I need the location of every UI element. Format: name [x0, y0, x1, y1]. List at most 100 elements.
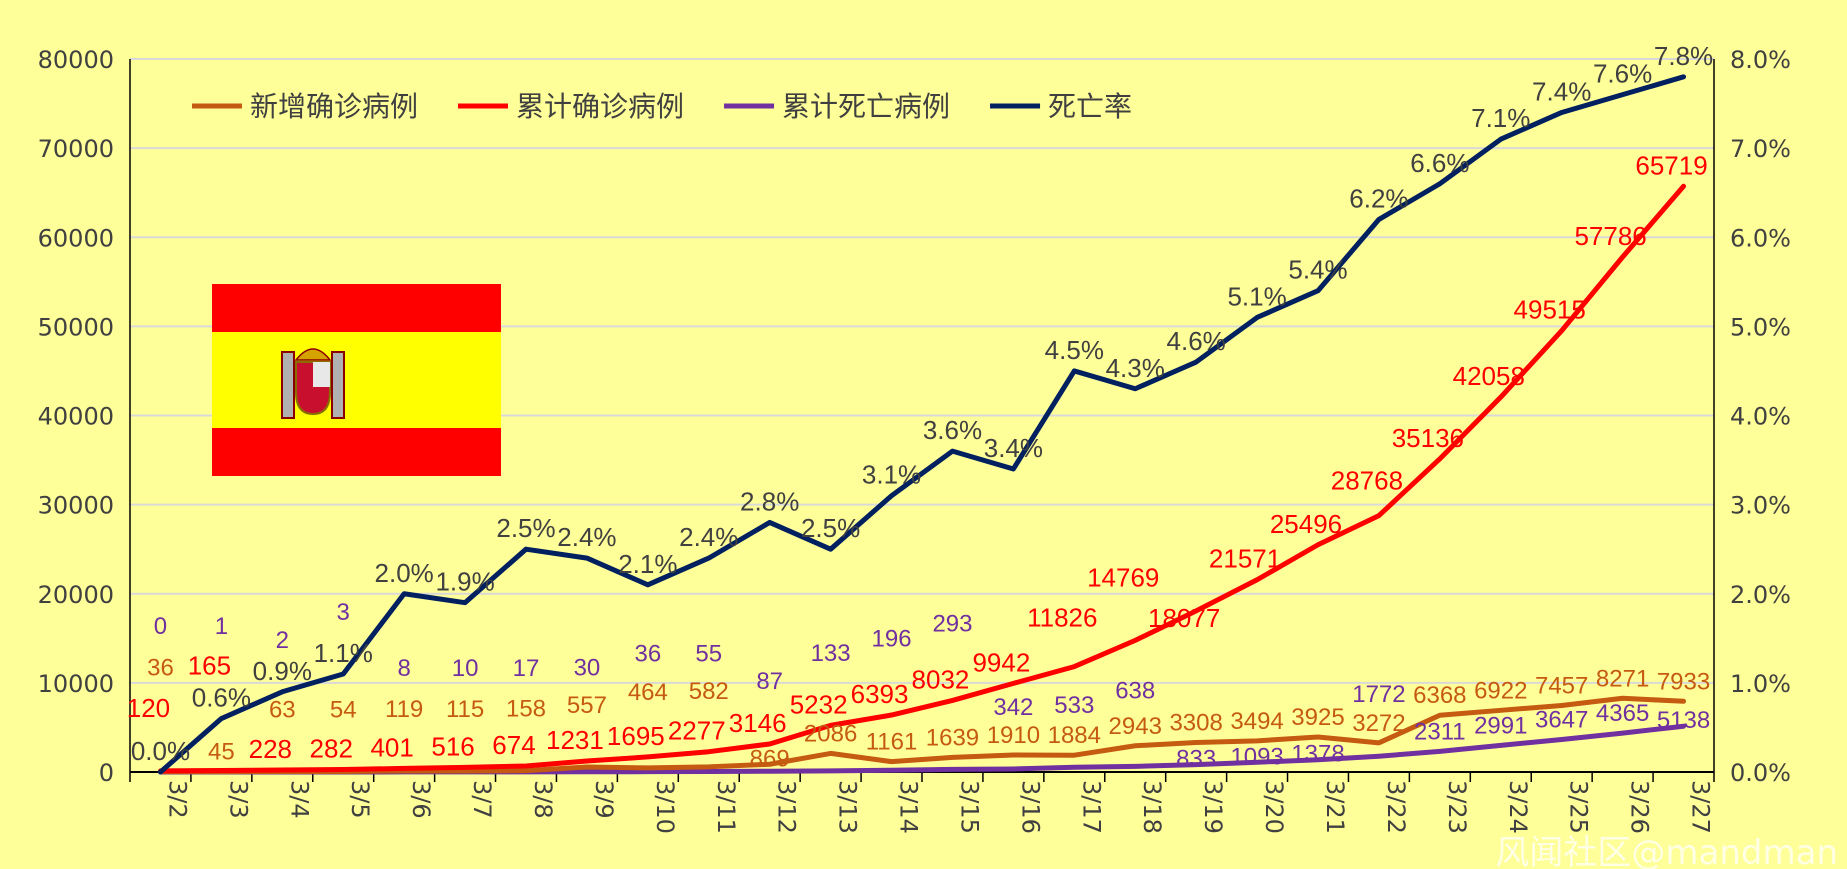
series-line-0: [157, 695, 1687, 775]
data-label: 158: [506, 696, 546, 723]
data-label: 35136: [1392, 423, 1464, 453]
data-label: 0: [154, 613, 167, 640]
y-tick-label: 70000: [38, 135, 114, 163]
data-label: 9942: [972, 647, 1030, 677]
y2-tick-label: 2.0%: [1730, 581, 1791, 609]
x-tick-label: 3/20: [1260, 780, 1288, 834]
data-label: 49515: [1514, 295, 1586, 325]
data-label: 5.1%: [1227, 281, 1286, 311]
data-label: 7.4%: [1532, 76, 1591, 106]
coat-of-arms-pillar: [331, 351, 345, 419]
data-label: 65719: [1635, 150, 1707, 180]
x-tick-label: 3/7: [468, 780, 496, 819]
coat-of-arms-quarter: [313, 362, 330, 387]
data-label: 464: [628, 679, 668, 706]
data-label: 1.1%: [314, 638, 373, 668]
data-label: 2311: [1414, 718, 1466, 745]
data-label: 8271: [1596, 665, 1649, 692]
data-label: 557: [567, 692, 607, 719]
data-label: 10: [452, 655, 479, 682]
y-tick-label: 20000: [38, 581, 114, 609]
data-label: 1161: [866, 729, 918, 756]
data-label: 2.0%: [375, 558, 434, 588]
x-tick-label: 3/8: [529, 780, 557, 819]
y2-tick-label: 4.0%: [1730, 403, 1791, 431]
data-label: 196: [872, 625, 912, 652]
data-label: 1695: [607, 721, 665, 751]
data-label: 293: [932, 610, 972, 637]
x-tick-label: 3/26: [1626, 780, 1654, 834]
data-label: 1093: [1230, 743, 1283, 770]
coat-of-arms-crown: [294, 348, 332, 361]
data-label: 1.9%: [435, 567, 494, 597]
data-label: 133: [811, 640, 851, 667]
data-label: 4.5%: [1045, 335, 1104, 365]
y-tick-label: 40000: [38, 403, 114, 431]
data-label: 2086: [804, 720, 857, 747]
data-label: 2.8%: [740, 486, 799, 516]
data-label: 4365: [1596, 700, 1649, 727]
x-tick-label: 3/21: [1321, 780, 1349, 834]
y2-tick-label: 3.0%: [1730, 492, 1791, 520]
y2-tick-label: 0.0%: [1730, 759, 1791, 787]
watermark: 风闻社区@mandman: [1495, 833, 1838, 869]
data-label: 7457: [1535, 673, 1588, 700]
data-label: 7.8%: [1654, 41, 1713, 71]
data-label: 57786: [1574, 221, 1646, 251]
data-label: 228: [249, 734, 292, 764]
legend-item: 累计确诊病例: [458, 90, 684, 123]
series-line-3: [157, 74, 1687, 775]
data-label: 2991: [1474, 712, 1527, 739]
legend-label: 累计确诊病例: [516, 90, 684, 123]
data-label: 3494: [1230, 708, 1283, 735]
series-line-1: [157, 183, 1687, 774]
data-label: 5.4%: [1288, 255, 1347, 285]
data-label: 1639: [926, 724, 979, 751]
data-label: 6.6%: [1410, 148, 1469, 178]
data-label: 3.1%: [862, 460, 921, 490]
data-label: 516: [431, 731, 474, 761]
y2-tick-label: 7.0%: [1730, 135, 1791, 163]
x-tick-label: 3/24: [1504, 780, 1532, 834]
data-label: 833: [1176, 746, 1216, 773]
y-tick-label: 80000: [38, 46, 114, 74]
data-label: 1910: [987, 722, 1040, 749]
data-label: 4.6%: [1167, 326, 1226, 356]
y2-tick-label: 6.0%: [1730, 224, 1791, 252]
data-label: 30: [574, 655, 601, 682]
data-label: 638: [1115, 677, 1155, 704]
data-label: 11826: [1027, 603, 1097, 633]
data-label: 3647: [1535, 706, 1588, 733]
data-label: 342: [993, 694, 1033, 721]
data-label: 5232: [790, 689, 848, 719]
data-label: 63: [269, 696, 296, 723]
data-label: 42058: [1453, 361, 1525, 391]
data-label: 1378: [1291, 741, 1344, 768]
data-label: 3308: [1169, 710, 1222, 737]
legend-label: 累计死亡病例: [782, 90, 950, 123]
data-label: 2.5%: [801, 513, 860, 543]
x-tick-label: 3/13: [834, 780, 862, 834]
data-label: 2.5%: [496, 513, 555, 543]
x-tick-label: 3/18: [1138, 780, 1166, 834]
data-label: 869: [750, 745, 790, 772]
data-label: 2.4%: [679, 522, 738, 552]
data-label: 7.1%: [1471, 103, 1530, 133]
data-label: 2: [276, 627, 289, 654]
data-label: 119: [385, 696, 423, 723]
data-label: 45: [208, 739, 235, 766]
y-tick-label: 10000: [38, 670, 114, 698]
data-label: 36: [147, 655, 174, 682]
data-label: 8: [397, 655, 410, 682]
y2-tick-label: 5.0%: [1730, 313, 1791, 341]
data-label: 54: [330, 697, 357, 724]
x-tick-label: 3/14: [895, 780, 923, 834]
data-label: 165: [188, 651, 231, 681]
x-tick-label: 3/6: [407, 780, 435, 819]
y-tick-label: 30000: [38, 492, 114, 520]
data-label: 2.4%: [557, 522, 616, 552]
data-label: 28768: [1331, 466, 1403, 496]
data-label: 282: [310, 733, 353, 763]
legend-label: 新增确诊病例: [250, 90, 418, 123]
data-label: 0.9%: [253, 656, 312, 686]
